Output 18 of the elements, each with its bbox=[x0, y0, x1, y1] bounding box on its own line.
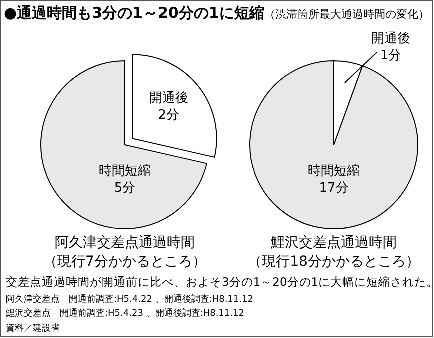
data-label: 17分 bbox=[319, 180, 349, 196]
slice-label: 開通後 bbox=[372, 32, 411, 47]
text: ●通過時間も3分の1～20分の1に短縮 bbox=[4, 4, 264, 22]
text: 資料／建設省 bbox=[6, 323, 60, 334]
data-label: 5分 bbox=[114, 180, 136, 196]
text: 交差点通過時間が開通前に比べ、およそ3分の1～20分の1に大幅に短縮された。 bbox=[6, 275, 434, 289]
text: 阿久津交差点通過時間 bbox=[55, 235, 195, 251]
text: 阿久津交差点 開通前調査:H5.4.22 、開通後調査:H8.11.12 bbox=[6, 294, 254, 305]
text: （渋滞箇所最大通過時間の変化） bbox=[264, 8, 430, 21]
text: （現行18分かかるところ） bbox=[248, 254, 420, 270]
data-label: 2分 bbox=[158, 108, 180, 123]
text: （現行7分かかるところ） bbox=[44, 254, 206, 270]
slice-label: 時間短縮 bbox=[308, 164, 360, 179]
data-label: 1分 bbox=[380, 48, 402, 64]
text: 鯉沢交差点通過時間 bbox=[271, 235, 397, 251]
slice-label: 時間短縮 bbox=[99, 164, 151, 179]
text: 鯉沢交差点 開通前調査:H5.4.23 、開通後調査:H8.11.12 bbox=[6, 308, 244, 319]
slice-label: 開通後 bbox=[149, 90, 188, 106]
